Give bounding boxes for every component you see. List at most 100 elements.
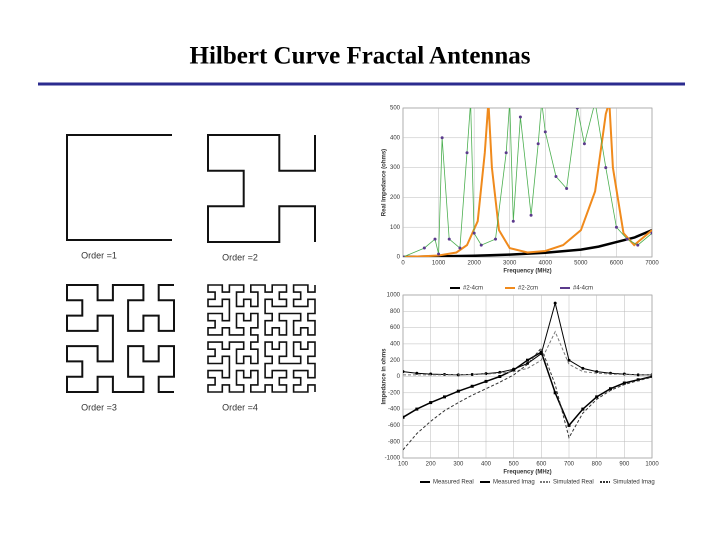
hilbert-curve xyxy=(207,284,316,393)
x-axis-title: Frequency (MHz) xyxy=(503,470,551,476)
series-marker xyxy=(508,101,511,104)
series-marker xyxy=(581,407,585,411)
x-tick-label: 700 xyxy=(564,462,575,468)
series-marker xyxy=(565,186,569,190)
series-marker xyxy=(518,115,522,119)
series-marker xyxy=(567,358,571,362)
series-line xyxy=(403,108,652,257)
series-marker xyxy=(625,237,629,241)
x-tick-label: 3000 xyxy=(503,261,517,267)
series-marker xyxy=(553,301,557,305)
diagram-label: Order =4 xyxy=(222,402,258,412)
series-marker xyxy=(465,151,469,155)
x-tick-label: 1000 xyxy=(645,462,659,468)
legend-label: Measured Real xyxy=(433,480,474,486)
series-marker xyxy=(540,101,543,104)
hilbert-curve xyxy=(66,284,175,393)
series-marker xyxy=(614,225,618,229)
x-tick-label: 7000 xyxy=(645,261,659,267)
series-marker xyxy=(440,136,444,140)
series-marker xyxy=(543,130,547,134)
y-axis-title: Impedance in ohms xyxy=(382,348,388,405)
y-tick-label: 600 xyxy=(390,325,401,331)
hilbert-curve xyxy=(207,134,316,243)
series-marker xyxy=(553,391,557,395)
y-tick-label: 0 xyxy=(397,255,401,261)
series-marker xyxy=(582,142,586,146)
series-marker xyxy=(403,255,405,257)
series-marker xyxy=(443,395,446,399)
y-axis-title: Real Impedance (ohms) xyxy=(382,149,388,216)
series-marker xyxy=(650,375,652,378)
series-marker xyxy=(403,370,405,374)
series-marker xyxy=(636,373,640,377)
series-marker xyxy=(622,381,626,385)
legend-label: Simulated Real xyxy=(553,480,594,486)
x-tick-label: 800 xyxy=(592,462,603,468)
y-tick-label: 200 xyxy=(390,195,401,201)
legend-label: #2-2cm xyxy=(518,286,538,292)
series-marker xyxy=(484,379,488,383)
x-tick-label: 5000 xyxy=(574,261,588,267)
y-tick-label: 200 xyxy=(390,358,401,364)
diagram-label: Order =2 xyxy=(222,252,258,262)
hilbert-curve xyxy=(66,134,172,241)
y-tick-label: -400 xyxy=(388,407,401,413)
x-tick-label: 1000 xyxy=(432,261,446,267)
diagram-label: Order =3 xyxy=(81,402,117,412)
series-marker xyxy=(636,378,640,382)
plot-series xyxy=(403,101,652,257)
legend-label: #2-4cm xyxy=(463,286,483,292)
y-tick-label: 400 xyxy=(390,135,401,141)
series-marker xyxy=(526,358,529,362)
series-marker xyxy=(575,108,579,110)
y-tick-label: 0 xyxy=(397,374,401,380)
series-marker xyxy=(479,243,483,247)
x-axis-title: Frequency (MHz) xyxy=(503,269,551,275)
y-tick-label: 300 xyxy=(390,165,401,171)
series-marker xyxy=(529,213,533,217)
y-tick-label: 1000 xyxy=(387,293,401,299)
series-marker xyxy=(504,151,508,155)
x-tick-label: 0 xyxy=(401,261,405,267)
series-marker xyxy=(536,142,540,146)
series-marker xyxy=(581,366,585,370)
series-marker xyxy=(554,175,558,179)
series-marker xyxy=(594,101,597,104)
y-tick-label: 100 xyxy=(390,225,401,231)
series-marker xyxy=(636,243,640,247)
legend-label: Simulated Imag xyxy=(613,480,655,486)
series-marker xyxy=(595,370,599,374)
series-marker xyxy=(604,166,608,170)
series-marker xyxy=(469,101,472,104)
y-tick-label: 500 xyxy=(390,106,401,112)
series-line xyxy=(403,330,652,376)
legend-label: Measured Imag xyxy=(493,480,535,486)
series-marker xyxy=(472,231,476,235)
series-marker xyxy=(403,415,405,419)
series-marker xyxy=(458,246,462,250)
series-marker xyxy=(511,219,515,223)
series-marker xyxy=(493,237,497,241)
series-marker xyxy=(415,371,419,375)
x-tick-label: 200 xyxy=(426,462,437,468)
x-tick-label: 6000 xyxy=(610,261,624,267)
y-tick-label: 400 xyxy=(390,341,401,347)
x-tick-label: 100 xyxy=(398,462,409,468)
x-tick-label: 300 xyxy=(453,462,464,468)
x-tick-label: 600 xyxy=(536,462,547,468)
y-tick-label: -200 xyxy=(388,390,401,396)
series-line xyxy=(403,108,652,257)
y-tick-label: -800 xyxy=(388,439,401,445)
slide-title: Hilbert Curve Fractal Antennas xyxy=(190,43,531,70)
series-marker xyxy=(437,252,441,256)
series-marker xyxy=(470,372,474,376)
series-line xyxy=(403,347,652,451)
x-tick-label: 500 xyxy=(509,462,520,468)
y-tick-label: 800 xyxy=(390,309,401,315)
series-marker xyxy=(415,407,419,411)
series-line xyxy=(403,229,652,257)
series-marker xyxy=(429,401,433,405)
series-marker xyxy=(526,361,529,365)
